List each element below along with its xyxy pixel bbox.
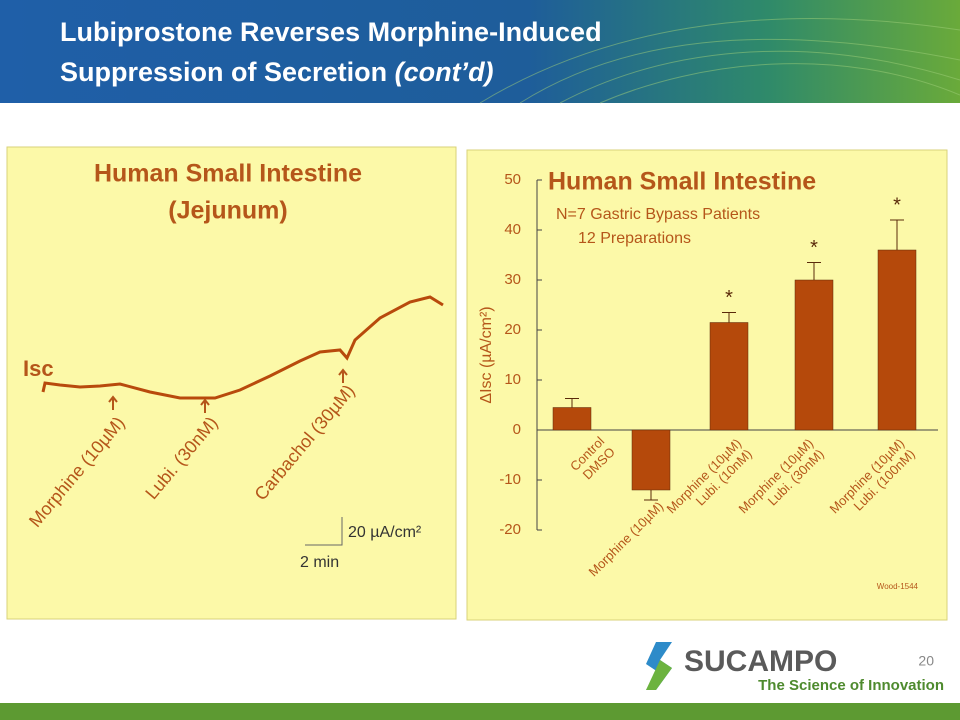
error-bar: [722, 312, 736, 323]
panel-title: (Jejunum): [168, 197, 287, 225]
chart-subtitle: N=7 Gastric Bypass Patients: [556, 206, 760, 223]
footer-bar: [0, 703, 960, 720]
slide-title: Suppression of Secretion (cont’d): [60, 57, 494, 87]
y-tick-label: 30: [504, 271, 521, 288]
event-arrows: [108, 368, 348, 413]
scale-x-label: 2 min: [300, 554, 339, 571]
left-panel: [6, 146, 457, 620]
company-name: SUCAMPO: [684, 645, 837, 678]
slide-title-suffix: (cont’d): [395, 57, 494, 87]
chart-note: Wood-1544: [877, 582, 919, 591]
y-tick-label: -20: [499, 521, 521, 538]
header-waves: [479, 17, 960, 104]
slide-title: Lubiprostone Reverses Morphine-Induced: [60, 17, 602, 47]
slide-title-line: Suppression of Secretion: [60, 57, 387, 87]
y-tick-label: 10: [504, 371, 521, 388]
isc-trace: [41, 295, 444, 400]
y-tick-label: -10: [499, 471, 521, 488]
error-bar: [807, 262, 821, 280]
y-axis-label: ΔIsc (µA/cm²): [478, 306, 495, 403]
error-bar: [890, 219, 904, 250]
y-tick-label: 50: [504, 171, 521, 188]
y-tick-label: 40: [504, 221, 521, 238]
logo-mark: [646, 642, 672, 690]
y-tick-label: 0: [513, 421, 521, 438]
bar: [631, 429, 671, 491]
chart-title: Human Small Intestine: [548, 168, 816, 196]
company-tagline: The Science of Innovation: [758, 677, 944, 694]
trace-label: Isc: [23, 356, 54, 381]
error-bar: [565, 398, 579, 408]
chart-subtitle: 12 Preparations: [578, 230, 691, 247]
bar: [794, 279, 834, 431]
chart-panel: [466, 149, 948, 621]
bar: [552, 407, 592, 431]
scale-y-label: 20 µA/cm²: [348, 524, 422, 541]
bar: [709, 322, 749, 431]
scale-bar: [305, 517, 343, 546]
y-tick-label: 20: [504, 321, 521, 338]
panel-title: Human Small Intestine: [94, 160, 362, 188]
error-bar: [644, 490, 658, 501]
significance-marker: *: [725, 287, 733, 309]
significance-marker: *: [893, 194, 901, 216]
bar: [877, 249, 917, 431]
page-number: 20: [918, 653, 934, 669]
header-banner: [0, 0, 960, 103]
significance-marker: *: [810, 237, 818, 259]
